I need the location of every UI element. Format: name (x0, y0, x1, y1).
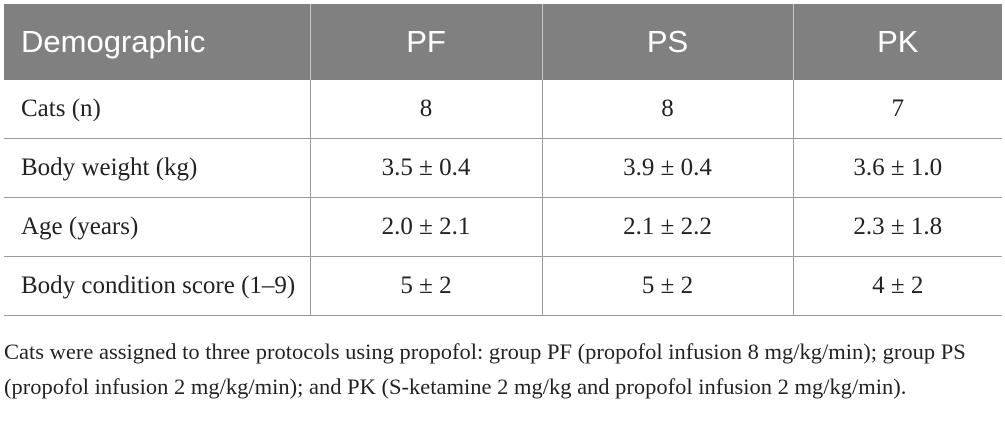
header-ps: PS (541, 4, 793, 80)
cell-ps: 8 (541, 80, 793, 138)
header-row: Demographic PF PS PK (4, 4, 1002, 80)
row-label: Cats (n) (21, 94, 101, 122)
table-row: Age (years) 2.0 ± 2.1 2.1 ± 2.2 2.3 ± 1.… (4, 197, 1002, 256)
table-body: Cats (n) 8 8 7 Body weight (kg) 3.5 ± 0.… (4, 80, 1002, 315)
cell-pf: 8 (309, 80, 542, 138)
table-header: Demographic PF PS PK (4, 4, 1002, 80)
cell-ps: 3.9 ± 0.4 (541, 138, 793, 197)
cell-pk: 7 (792, 80, 1002, 138)
table-row: Body condition score (1–9) 5 ± 2 5 ± 2 4… (4, 256, 1002, 315)
demographics-table: Demographic PF PS PK Cats (n) 8 8 7 Body… (4, 4, 1002, 316)
cell-ps: 5 ± 2 (541, 256, 793, 315)
cell-pf: 5 ± 2 (309, 256, 542, 315)
cell-pk: 4 ± 2 (792, 256, 1002, 315)
header-pf: PF (309, 4, 542, 80)
cell-ps: 2.1 ± 2.2 (541, 197, 793, 256)
row-label: Body weight (kg) (21, 153, 198, 181)
cell-pk: 3.6 ± 1.0 (792, 138, 1002, 197)
table-caption: Cats were assigned to three protocols us… (4, 339, 966, 399)
header-demographic: Demographic (21, 24, 206, 59)
table-row: Cats (n) 8 8 7 (4, 80, 1002, 138)
cell-pk: 2.3 ± 1.8 (792, 197, 1002, 256)
header-pk: PK (792, 4, 1002, 80)
cell-pf: 2.0 ± 2.1 (309, 197, 542, 256)
table-row: Body weight (kg) 3.5 ± 0.4 3.9 ± 0.4 3.6… (4, 138, 1002, 197)
demographics-table-container: Demographic PF PS PK Cats (n) 8 8 7 Body… (4, 4, 1002, 316)
cell-pf: 3.5 ± 0.4 (309, 138, 542, 197)
row-label: Body condition score (1–9) (21, 271, 296, 299)
row-label: Age (years) (21, 212, 139, 240)
